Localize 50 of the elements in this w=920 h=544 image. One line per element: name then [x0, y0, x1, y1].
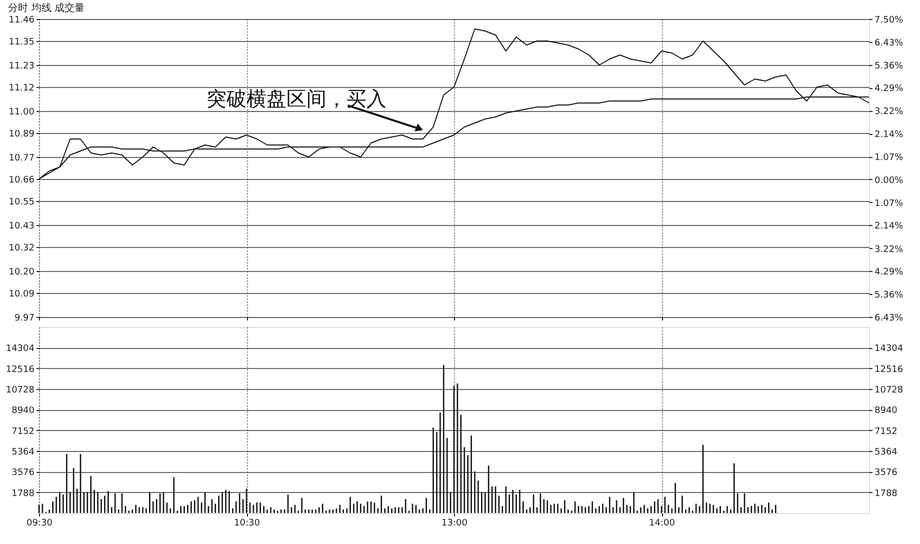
y2-tick-label: 5.36% — [874, 61, 904, 72]
y-tick-label: 10.77 — [8, 154, 34, 164]
y2-tick-label: 3.22% — [874, 244, 904, 255]
x-tick-label: 14:00 — [649, 518, 676, 528]
y-tick-label: 3576 — [12, 468, 35, 478]
y-tick-label: 7152 — [12, 426, 34, 437]
y-tick-label: 9.97 — [14, 314, 34, 324]
y2-tick-label: 10728 — [874, 386, 904, 396]
y2-tick-label: 6.43% — [874, 38, 904, 48]
y2-tick-label: 0.00% — [874, 176, 904, 186]
y-tick-label: 11.35 — [8, 38, 34, 48]
y-tick-label: 12516 — [6, 364, 35, 375]
y2-tick-label: 5.36% — [874, 290, 904, 301]
y-tick-label: 10.09 — [8, 290, 35, 300]
y2-tick-label: 1788 — [874, 488, 898, 499]
y-tick-label: 14304 — [6, 344, 35, 354]
x-tick-label: 09:30 — [26, 518, 53, 528]
y2-tick-label: 2.14% — [874, 130, 904, 140]
y-tick-label: 5364 — [12, 448, 35, 458]
y2-tick-label: 12516 — [874, 364, 904, 375]
y-tick-label: 10.32 — [8, 244, 34, 254]
y-tick-label: 10.43 — [8, 222, 34, 232]
y2-tick-label: 1.07% — [874, 198, 904, 209]
y-tick-label: 10.20 — [8, 268, 35, 278]
y2-tick-label: 6.43% — [874, 314, 904, 324]
y-tick-label: 1788 — [12, 488, 35, 499]
y2-tick-label: 1.07% — [874, 153, 904, 164]
y-tick-label: 10.66 — [8, 176, 35, 186]
y2-tick-label: 3.22% — [874, 107, 904, 118]
y-tick-label: 8940 — [12, 406, 35, 416]
y2-tick-label: 2.14% — [874, 222, 904, 232]
y-tick-label: 11.23 — [8, 62, 34, 72]
y2-tick-label: 7.50% — [874, 16, 904, 26]
y2-tick-label: 4.29% — [874, 84, 904, 94]
y2-tick-label: 3576 — [874, 468, 898, 478]
annotation: 突破横盘区间，买入 — [206, 86, 386, 110]
y2-tick-label: 4.29% — [874, 268, 904, 278]
chart-title: 分时 均线 成交量 — [8, 2, 85, 14]
y2-tick-label: 7152 — [874, 426, 898, 437]
x-tick-label: 13:00 — [442, 518, 468, 528]
y2-tick-label: 8940 — [874, 406, 898, 416]
y2-tick-label: 14304 — [874, 344, 904, 354]
y-tick-label: 10728 — [6, 386, 35, 396]
y2-tick-label: 5364 — [874, 448, 898, 458]
y-tick-label: 11.00 — [8, 108, 35, 118]
y-tick-label: 11.12 — [8, 84, 34, 94]
y-tick-label: 10.55 — [8, 198, 34, 208]
y-tick-label: 11.46 — [8, 16, 35, 26]
x-tick-label: 10:30 — [234, 518, 260, 528]
y-tick-label: 10.89 — [8, 130, 35, 140]
